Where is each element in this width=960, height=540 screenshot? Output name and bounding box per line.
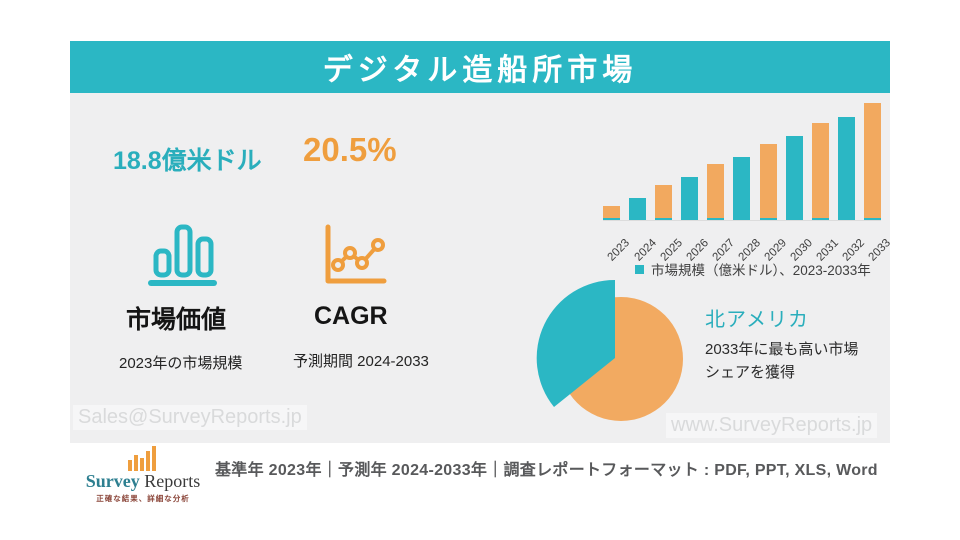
region-name: 北アメリカ [705,309,809,331]
bar-2029 [759,144,777,220]
page-title: デジタル造船所市場 [322,54,638,87]
bar-2027 [707,164,725,220]
bar-2026 [681,177,699,220]
bar-chart-legend: 市場規模（億米ドル）、2023-2033年 [635,259,871,279]
cagr-label: CAGR [314,302,388,330]
market-value-subtitle: 2023年の市場規模 [119,355,243,372]
bar-chart-x-axis: 2023 2024 2025 2026 2027 2028 2029 2030 2031 2032… [603,221,894,264]
logo-word-survey: Survey [85,471,140,491]
line-chart-icon [325,224,387,284]
watermark-website: www.SurveyReports.jp [666,413,878,438]
market-value-stat: 18.8億米ドル [113,147,262,175]
legend-swatch-icon [635,264,644,274]
logo-word-reports: Reports [144,471,201,491]
bar-2032 [837,117,855,220]
market-value-label: 市場価値 [126,306,227,334]
region-description: 2033年に最も高い市場 シェアを獲得 [705,341,859,381]
x-axis-label-2033: 2033 [866,237,894,264]
bar-2025 [655,185,673,220]
company-logo: Survey Reports 正確な結果、詳細な分析 [78,446,208,504]
bar-chart [603,97,881,221]
logo-bars-icon [128,446,156,471]
bar-2023 [603,206,620,220]
bar-2033 [863,103,881,220]
legend-label: 市場規模（億米ドル）、2023-2033年 [651,263,871,278]
bar-chart-icon [148,224,217,286]
bar-2028 [733,157,751,220]
watermark-email: Sales@SurveyReports.jp [73,405,307,430]
title-banner: デジタル造船所市場 [70,41,890,93]
footer-bar: Survey Reports 正確な結果、詳細な分析 基準年 2023年｜予測年… [70,443,890,515]
bar-2024 [629,198,647,220]
footer-info-text: 基準年 2023年｜予測年 2024-2033年｜調査レポートフォーマット : … [215,462,878,479]
logo-wordmark: Survey Reports [78,472,208,490]
logo-tagline: 正確な結果、詳細な分析 [96,494,190,503]
bar-2031 [811,123,829,220]
bar-2030 [785,136,803,220]
cagr-subtitle: 予測期間 2024-2033 [293,353,429,370]
pie-chart [536,279,683,421]
content-area: 18.8億米ドル 20.5% 市場価値 CAGR 2023年の市場規模 予測期間… [70,93,894,443]
cagr-value-stat: 20.5% [303,131,397,168]
